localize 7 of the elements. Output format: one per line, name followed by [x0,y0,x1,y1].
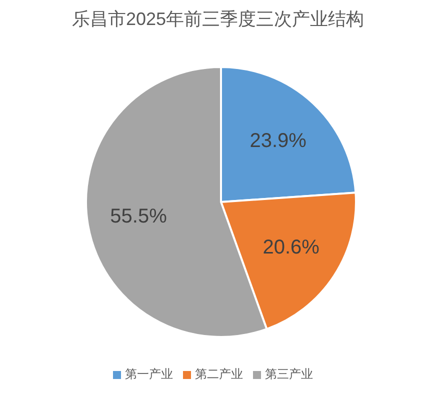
data-label: 23.9% [250,130,307,152]
legend-label: 第一产业 [125,367,173,381]
chart-title: 乐昌市2025年前三季度三次产业结构 [70,8,366,31]
legend-label: 第三产业 [265,367,313,381]
legend-label: 第二产业 [195,367,243,381]
data-label: 55.5% [110,205,168,228]
data-label: 20.6% [262,236,320,259]
